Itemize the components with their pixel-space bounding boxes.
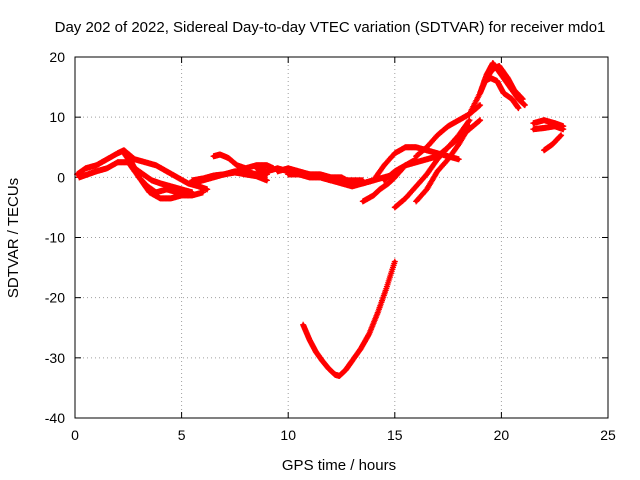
data-point — [466, 117, 473, 124]
data-point — [515, 105, 522, 112]
data-point — [560, 126, 567, 133]
data-point — [477, 102, 484, 109]
data-point — [466, 123, 473, 130]
data-point — [465, 124, 472, 131]
data-point — [519, 96, 526, 103]
x-tick-label: 0 — [71, 427, 79, 443]
axis-ticks: 0 5 10 15 20 25 20 10 0 -10 -20 -30 -40 — [45, 49, 616, 443]
data-point — [558, 132, 565, 139]
data-point — [455, 156, 462, 163]
y-tick-label: -20 — [45, 290, 65, 306]
series-line-arc24 — [301, 259, 397, 378]
y-tick-label: -40 — [45, 410, 65, 426]
data-point — [189, 189, 196, 196]
plot-frame — [74, 56, 609, 419]
y-axis-label: SDTVAR / TECUs — [5, 178, 22, 298]
y-tick-label: -30 — [45, 350, 65, 366]
data-point — [477, 117, 484, 124]
plot-series — [74, 60, 567, 379]
data-point — [204, 186, 211, 193]
chart-title: Day 202 of 2022, Sidereal Day-to-day VTE… — [55, 19, 606, 36]
y-tick-label: -10 — [45, 230, 65, 246]
y-tick-label: 0 — [57, 169, 65, 185]
x-tick-label: 5 — [178, 427, 186, 443]
y-tick-label: 10 — [49, 109, 65, 125]
data-point — [391, 258, 398, 265]
data-point — [199, 189, 206, 196]
x-tick-label: 25 — [600, 427, 616, 443]
x-tick-label: 20 — [494, 427, 510, 443]
x-tick-label: 15 — [387, 427, 403, 443]
x-axis-label: GPS time / hours — [282, 457, 396, 474]
grid-lines — [75, 57, 608, 418]
data-point — [263, 177, 270, 184]
data-point — [465, 118, 472, 125]
y-tick-label: 20 — [49, 49, 65, 65]
x-tick-label: 10 — [280, 427, 296, 443]
data-point — [521, 102, 528, 109]
